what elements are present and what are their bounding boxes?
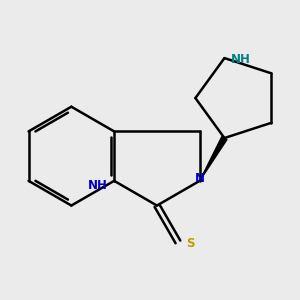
Text: N: N xyxy=(195,172,205,185)
Text: NH: NH xyxy=(231,53,251,66)
Polygon shape xyxy=(200,136,227,181)
Text: NH: NH xyxy=(88,179,108,192)
Text: S: S xyxy=(186,237,194,250)
